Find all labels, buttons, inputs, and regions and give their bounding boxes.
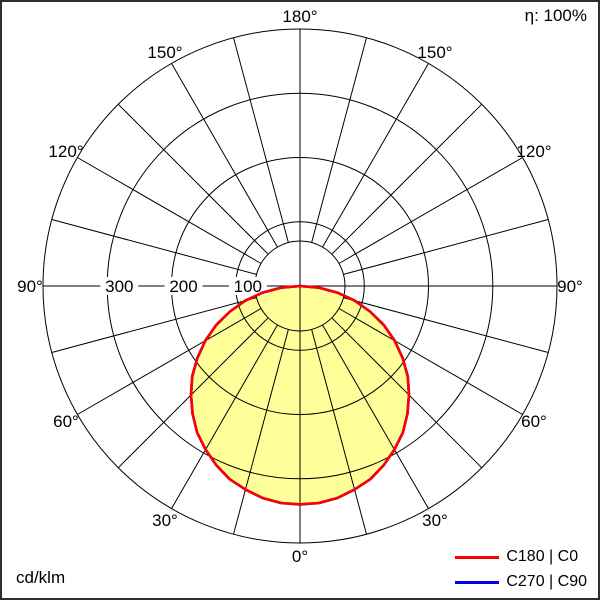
grid-spoke xyxy=(338,308,523,415)
legend-label-c270-c90: C270 | C90 xyxy=(506,573,587,590)
grid-spoke xyxy=(343,219,549,275)
grid-spoke xyxy=(171,324,278,509)
series-curve-c180-c0 xyxy=(189,284,411,506)
legend-label-c180-c0: C180 | C0 xyxy=(506,548,579,565)
grid-spoke xyxy=(77,157,262,264)
angle-label: 180° xyxy=(282,7,317,26)
tick-label-backing xyxy=(164,277,203,295)
angle-label: 90° xyxy=(17,277,43,296)
grid-spoke xyxy=(233,37,289,243)
tick-label-backing xyxy=(100,277,139,295)
radial-tick-label: 200 xyxy=(169,277,197,296)
grid-spoke xyxy=(171,63,278,248)
radial-tick-label: 300 xyxy=(105,277,133,296)
legend-line-c180-c0-icon xyxy=(455,555,500,559)
angle-label: 150° xyxy=(417,43,452,62)
grid-spoke xyxy=(233,329,289,535)
grid-spoke xyxy=(51,219,257,275)
grid-spoke xyxy=(311,329,367,535)
grid-spoke xyxy=(331,317,483,469)
angle-labels: 0° 30° 30° 60° 60° 90° 90° 120° 120° 150° 150° 180° xyxy=(17,7,583,566)
angle-label: 120° xyxy=(516,142,551,161)
angle-label: 60° xyxy=(521,412,547,431)
tick-label-backing xyxy=(228,277,267,295)
angle-label: 30° xyxy=(422,511,448,530)
grid-spoke xyxy=(322,63,429,248)
legend-line-c270-c90-icon xyxy=(455,580,500,584)
radial-tick-labels: 300 200 100 xyxy=(100,277,267,296)
angle-label: 0° xyxy=(292,547,308,566)
grid-spoke xyxy=(51,297,257,353)
grid-spoke xyxy=(343,297,549,353)
legend-item-c90: C270 | C90 xyxy=(455,573,587,591)
grid-spoke xyxy=(338,157,523,264)
radial-tick-label: 100 xyxy=(234,277,262,296)
grid-spoke xyxy=(117,317,269,469)
grid-spoke xyxy=(331,103,483,255)
grid-spoke xyxy=(77,308,262,415)
angle-label: 90° xyxy=(557,277,583,296)
grid-spoke xyxy=(117,103,269,255)
legend-item-c0: C180 | C0 xyxy=(455,548,587,566)
polar-grid xyxy=(42,28,558,544)
efficiency-label: η: 100% xyxy=(524,6,587,25)
grid-spoke xyxy=(322,324,429,509)
legend: C180 | C0 C270 | C90 xyxy=(455,548,587,591)
grid-spoke xyxy=(311,37,367,243)
angle-label: 120° xyxy=(48,142,83,161)
angle-label: 60° xyxy=(53,412,79,431)
unit-label: cd/klm xyxy=(16,568,66,587)
angle-label: 150° xyxy=(147,43,182,62)
angle-label: 30° xyxy=(152,511,178,530)
